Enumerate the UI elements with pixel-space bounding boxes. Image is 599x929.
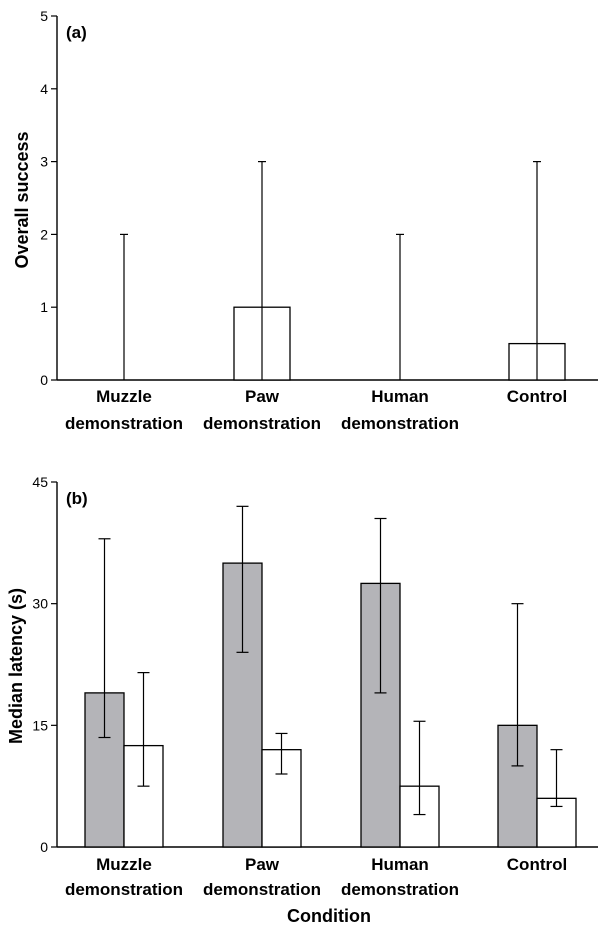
panel-a-category-label: Paw [245,387,280,406]
panel-b-y-tick-label: 45 [32,474,48,490]
panel-b-category-label: demonstration [65,880,183,899]
panel-b-y-tick-label: 30 [32,596,48,612]
panel-b-category-label: Human [371,855,429,874]
panel-b-x-axis-title: Condition [287,906,371,926]
panel-b-category-label: Muzzle [96,855,152,874]
panel-b-y-axis-title: Median latency (s) [6,588,26,744]
panel-a-y-tick-label: 2 [40,226,48,242]
panel-a-label: (a) [66,23,87,42]
panel-a-category-label: Muzzle [96,387,152,406]
panel-a-category-label: demonstration [65,414,183,433]
panel-b-category-label: Control [507,855,567,874]
panel-a-y-tick-label: 4 [40,81,48,97]
panel-a-y-tick-label: 3 [40,154,48,170]
panel-b-category-label: demonstration [341,880,459,899]
panel-b-chart: Median latency (s) (b) Condition 0 15 30 45… [6,474,598,926]
panel-b-category-label: demonstration [203,880,321,899]
panel-a-y-axis-title: Overall success [12,131,32,268]
panel-a-category-label: demonstration [203,414,321,433]
panel-a-y-tick-label: 5 [40,8,48,24]
panel-a-y-tick-label: 0 [40,372,48,388]
panel-a-category-label: Control [507,387,567,406]
panel-a-category-label: demonstration [341,414,459,433]
panel-b-category-label: Paw [245,855,280,874]
panel-a-chart: Overall success (a) 0 1 2 3 4 5 Muzzle demonstr… [12,8,598,433]
panel-b-y-tick-label: 15 [32,717,48,733]
panel-b-bar [399,785,440,848]
panel-a-y-tick-label: 1 [40,299,48,315]
panel-b-y-tick-label: 0 [40,839,48,855]
panel-b-label: (b) [66,489,88,508]
panel-a-category-label: Human [371,387,429,406]
